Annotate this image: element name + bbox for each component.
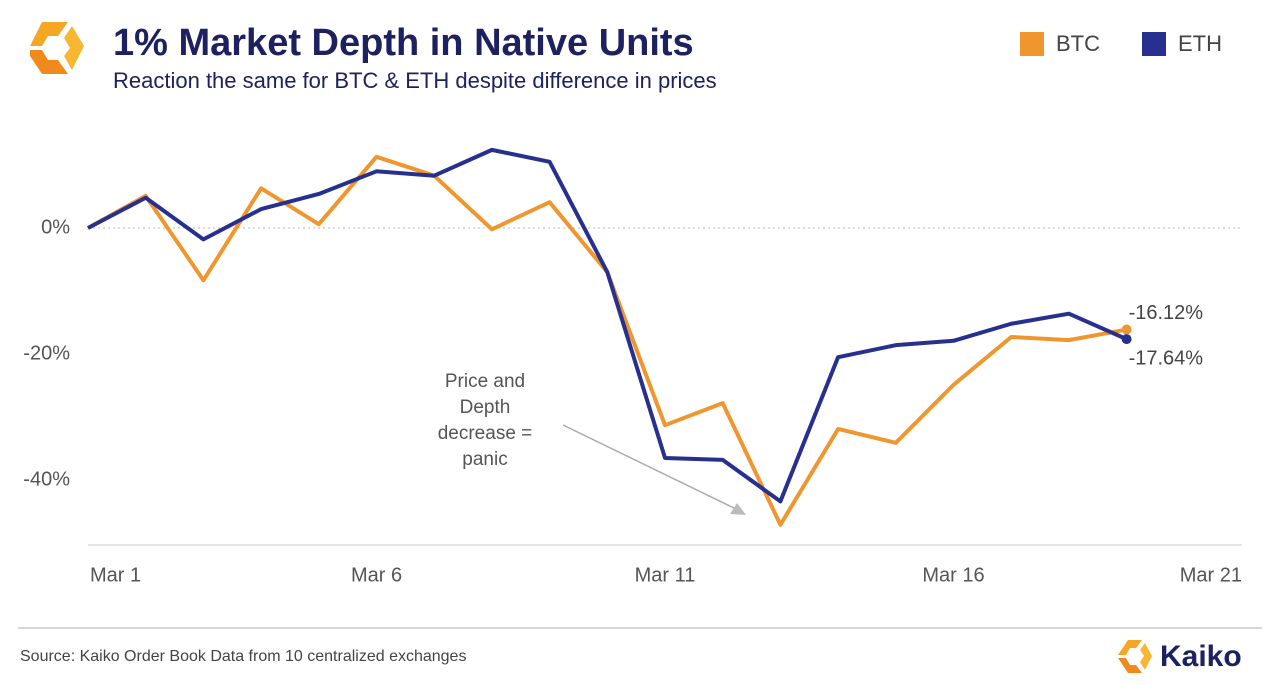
- value-label: -16.12%: [1129, 302, 1204, 324]
- chart-title: 1% Market Depth in Native Units: [113, 22, 694, 64]
- legend-label: ETH: [1178, 31, 1222, 56]
- value-label: -17.64%: [1129, 347, 1204, 369]
- brand-name: Kaiko: [1160, 640, 1242, 673]
- annotation: decrease =: [438, 423, 533, 444]
- series-line: [87, 147, 1128, 504]
- brand-logo: [1118, 640, 1152, 673]
- x-tick-label: Mar 21: [1180, 564, 1242, 586]
- logo: [30, 22, 84, 74]
- legend-swatch: [1142, 32, 1166, 56]
- legend-label: BTC: [1056, 31, 1100, 56]
- end-point: [1121, 334, 1132, 345]
- source-note: Source: Kaiko Order Book Data from 10 ce…: [20, 648, 466, 665]
- series-line: [87, 154, 1127, 527]
- x-tick-label: Mar 6: [351, 564, 402, 586]
- x-tick-label: Mar 16: [922, 564, 984, 586]
- annotation: Price and: [445, 371, 525, 392]
- annotation: panic: [462, 449, 507, 470]
- y-tick-label: -20%: [23, 342, 70, 364]
- legend-swatch: [1020, 32, 1044, 56]
- annotation-arrowhead: [730, 503, 746, 515]
- chart-subtitle: Reaction the same for BTC & ETH despite …: [113, 68, 717, 93]
- end-point: [1121, 324, 1132, 335]
- y-tick-label: -40%: [23, 468, 70, 490]
- x-tick-label: Mar 1: [90, 564, 141, 586]
- annotation-arrow: [562, 424, 739, 511]
- annotation: Depth: [460, 397, 511, 418]
- y-tick-label: 0%: [41, 216, 70, 238]
- x-tick-label: Mar 11: [635, 564, 696, 586]
